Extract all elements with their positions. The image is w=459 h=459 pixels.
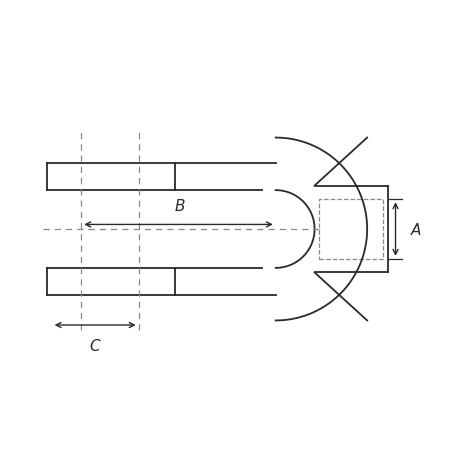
Text: C: C [90, 338, 100, 353]
Text: A: A [410, 222, 420, 237]
Bar [319, 200, 382, 259]
Text: B: B [174, 199, 185, 213]
